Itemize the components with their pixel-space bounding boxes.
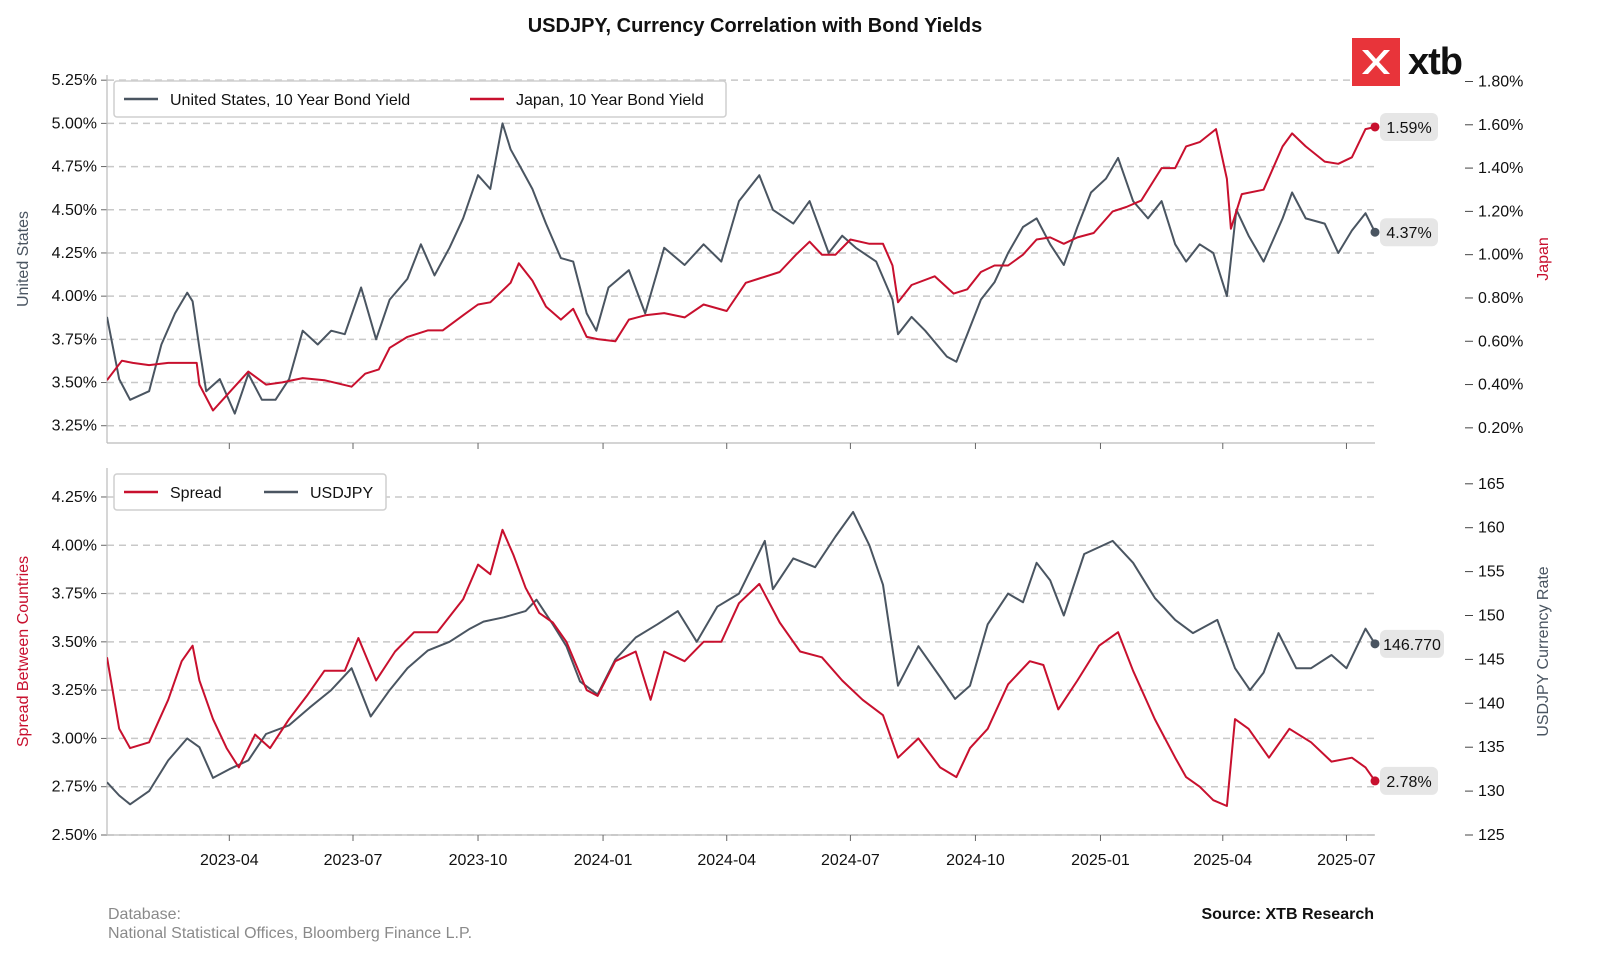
chart-panels: 3.25% 3.50% 3.75% 4.00% 4.25% 4.50% 4.75% 5.00%… bbox=[15, 72, 1552, 869]
y-right-tick-label: 160 bbox=[1478, 520, 1505, 537]
footer-database-sources: National Statistical Offices, Bloomberg … bbox=[108, 925, 473, 942]
y-left-tick-label: 2.50% bbox=[52, 827, 97, 844]
last-value-label: 4.37% bbox=[1386, 225, 1431, 242]
series-end-marker bbox=[1370, 639, 1380, 649]
y-left-tick-label: 3.25% bbox=[52, 418, 97, 435]
x-tick-label: 2024-07 bbox=[821, 852, 880, 869]
series-line-left bbox=[107, 528, 1376, 807]
y-right-tick-label: 1.40% bbox=[1478, 160, 1523, 177]
y-right-tick-label: 1.80% bbox=[1478, 73, 1523, 90]
y-left-tick-label: 3.50% bbox=[52, 375, 97, 392]
legend: Spread USDJPY bbox=[113, 473, 387, 511]
y-left-tick-label: 2.75% bbox=[52, 779, 97, 796]
y-right-tick-label: 0.60% bbox=[1478, 333, 1523, 350]
y-left-tick-label: 4.25% bbox=[52, 245, 97, 262]
x-tick-label: 2024-04 bbox=[697, 852, 756, 869]
legend: United States, 10 Year Bond Yield Japan, … bbox=[113, 80, 727, 118]
xtb-logo: xtb bbox=[1352, 38, 1463, 86]
y-right-axis-label: USDJPY Currency Rate bbox=[1535, 566, 1552, 737]
footer-source: Source: XTB Research bbox=[1201, 906, 1374, 923]
chart-panel-2: 2.50% 2.75% 3.00% 3.25% 3.50% 3.75% 4.00% 4.25%… bbox=[15, 468, 1552, 869]
xtb-logo-mark bbox=[1352, 38, 1400, 86]
legend-box bbox=[113, 80, 727, 118]
last-value-label: 2.78% bbox=[1386, 774, 1431, 791]
y-left-tick-label: 3.75% bbox=[52, 586, 97, 603]
y-left-axis-label: United States bbox=[15, 211, 32, 307]
series-line-right bbox=[107, 510, 1376, 806]
x-tick-label: 2024-01 bbox=[574, 852, 633, 869]
y-left-tick-label: 5.25% bbox=[52, 72, 97, 89]
x-tick-label: 2025-01 bbox=[1071, 852, 1130, 869]
x-tick-label: 2025-07 bbox=[1317, 852, 1376, 869]
y-right-tick-label: 125 bbox=[1478, 827, 1505, 844]
xtb-x-icon bbox=[1362, 50, 1390, 74]
x-tick-label: 2023-10 bbox=[449, 852, 508, 869]
y-right-tick-label: 145 bbox=[1478, 651, 1505, 668]
y-left-tick-label: 4.25% bbox=[52, 489, 97, 506]
y-right-tick-label: 140 bbox=[1478, 695, 1505, 712]
last-value-badge bbox=[1380, 218, 1438, 247]
series-line-right bbox=[107, 126, 1376, 412]
footer-database: Database: National Statistical Offices, … bbox=[108, 905, 472, 943]
series-end-marker bbox=[1370, 227, 1380, 237]
series-end-marker bbox=[1370, 122, 1380, 132]
y-left-tick-label: 4.00% bbox=[52, 537, 97, 554]
xtb-logo-text: xtb bbox=[1408, 40, 1463, 83]
legend-entry: Japan, 10 Year Bond Yield bbox=[516, 92, 704, 109]
chart-panel-1: 3.25% 3.50% 3.75% 4.00% 4.25% 4.50% 4.75% 5.00%… bbox=[15, 72, 1552, 449]
x-tick-label: 2023-04 bbox=[200, 852, 259, 869]
y-right-tick-label: 155 bbox=[1478, 564, 1505, 581]
y-left-tick-label: 3.00% bbox=[52, 730, 97, 747]
legend-entry: USDJPY bbox=[310, 485, 373, 502]
y-left-tick-label: 5.00% bbox=[52, 115, 97, 132]
series-end-marker bbox=[1370, 776, 1380, 786]
y-right-tick-label: 1.20% bbox=[1478, 203, 1523, 220]
y-left-tick-label: 4.75% bbox=[52, 159, 97, 176]
y-left-tick-label: 3.75% bbox=[52, 331, 97, 348]
last-value-label: 146.770 bbox=[1383, 637, 1441, 654]
footer-database-label: Database: bbox=[108, 906, 181, 923]
y-left-tick-label: 3.50% bbox=[52, 634, 97, 651]
y-right-tick-label: 1.60% bbox=[1478, 117, 1523, 134]
y-right-axis-label: Japan bbox=[1535, 237, 1552, 281]
legend-box bbox=[113, 473, 387, 511]
y-right-tick-label: 0.80% bbox=[1478, 290, 1523, 307]
x-tick-label: 2024-10 bbox=[946, 852, 1005, 869]
last-value-badge bbox=[1380, 766, 1438, 795]
last-value-badge bbox=[1380, 629, 1444, 658]
y-right-tick-label: 135 bbox=[1478, 739, 1505, 756]
chart-title: USDJPY, Currency Correlation with Bond Y… bbox=[528, 15, 983, 37]
y-left-tick-label: 4.50% bbox=[52, 202, 97, 219]
legend-entry: United States, 10 Year Bond Yield bbox=[170, 92, 410, 109]
y-left-tick-label: 4.00% bbox=[52, 288, 97, 305]
last-value-label: 1.59% bbox=[1386, 120, 1431, 137]
y-right-tick-label: 1.00% bbox=[1478, 247, 1523, 264]
y-left-tick-label: 3.25% bbox=[52, 682, 97, 699]
series-line-left bbox=[107, 122, 1376, 415]
y-right-tick-label: 0.40% bbox=[1478, 377, 1523, 394]
legend-entry: Spread bbox=[170, 485, 222, 502]
last-value-badge bbox=[1380, 112, 1438, 141]
x-tick-label: 2023-07 bbox=[324, 852, 383, 869]
x-tick-label: 2025-04 bbox=[1193, 852, 1252, 869]
y-left-axis-label: Spread Between Countries bbox=[15, 556, 32, 747]
y-right-tick-label: 0.20% bbox=[1478, 420, 1523, 437]
y-right-tick-label: 165 bbox=[1478, 476, 1505, 493]
y-right-tick-label: 150 bbox=[1478, 608, 1505, 625]
y-right-tick-label: 130 bbox=[1478, 783, 1505, 800]
